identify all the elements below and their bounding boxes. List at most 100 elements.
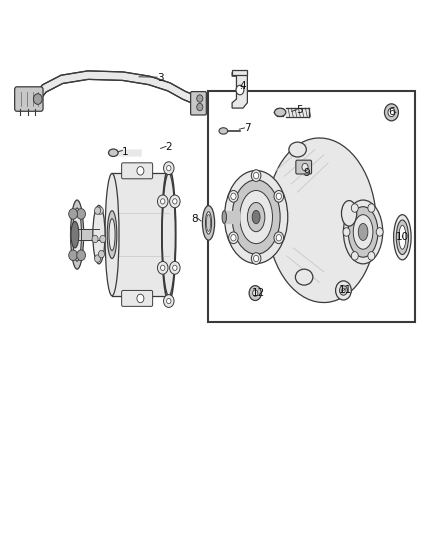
Circle shape [170,262,180,274]
Text: 10: 10 [396,232,409,243]
Circle shape [368,252,375,260]
Text: 11: 11 [339,286,352,295]
Ellipse shape [162,173,175,296]
Ellipse shape [93,205,105,264]
Circle shape [336,281,351,300]
Ellipse shape [267,138,376,303]
Ellipse shape [348,207,378,257]
Circle shape [97,207,103,214]
Circle shape [100,235,106,243]
Circle shape [343,228,350,236]
Ellipse shape [247,203,265,232]
Circle shape [197,95,203,102]
Circle shape [197,103,203,111]
Ellipse shape [353,215,373,249]
Ellipse shape [71,200,84,269]
Text: 5: 5 [297,104,303,115]
Ellipse shape [399,225,406,249]
Circle shape [368,204,375,212]
Ellipse shape [222,211,226,223]
Ellipse shape [105,173,119,296]
Text: 7: 7 [244,123,251,133]
Circle shape [95,207,101,214]
Ellipse shape [295,269,313,285]
Bar [208,91,416,322]
Ellipse shape [71,221,79,248]
Circle shape [351,204,358,212]
Circle shape [236,85,244,95]
Circle shape [302,164,308,171]
Ellipse shape [205,212,212,234]
Text: 12: 12 [252,288,265,298]
Circle shape [254,172,259,179]
Ellipse shape [109,149,118,157]
Circle shape [158,195,168,208]
Circle shape [77,208,85,219]
Circle shape [77,250,85,261]
Circle shape [251,253,261,264]
FancyBboxPatch shape [191,92,206,115]
Circle shape [95,255,101,262]
Ellipse shape [219,128,228,134]
Ellipse shape [275,108,286,117]
Circle shape [166,298,171,304]
Ellipse shape [224,171,288,264]
Circle shape [33,94,42,104]
Text: 3: 3 [157,73,163,83]
FancyBboxPatch shape [122,163,152,179]
Circle shape [351,252,358,260]
Ellipse shape [232,180,280,254]
Circle shape [342,288,345,293]
Circle shape [69,208,78,219]
Circle shape [274,232,283,244]
Circle shape [385,104,399,121]
Circle shape [376,228,383,236]
Circle shape [339,286,347,295]
Ellipse shape [206,214,211,231]
Polygon shape [33,71,201,106]
Circle shape [173,265,177,270]
Circle shape [251,169,261,181]
Circle shape [254,255,259,262]
Circle shape [229,190,238,202]
Circle shape [161,265,165,270]
Bar [232,70,247,75]
Circle shape [166,165,171,171]
Ellipse shape [202,206,215,240]
Circle shape [92,235,98,243]
Ellipse shape [342,200,357,226]
Circle shape [276,193,282,199]
Text: 4: 4 [240,81,246,91]
Ellipse shape [396,220,409,255]
Ellipse shape [394,215,411,260]
Circle shape [276,235,282,241]
Circle shape [163,295,174,308]
FancyBboxPatch shape [122,290,152,306]
Circle shape [173,199,177,204]
Circle shape [69,250,78,261]
Circle shape [170,195,180,208]
Text: 1: 1 [122,147,128,157]
Circle shape [99,251,105,258]
Circle shape [249,286,261,301]
Circle shape [231,193,236,199]
Circle shape [137,166,144,175]
Circle shape [274,190,283,202]
Ellipse shape [358,223,368,240]
Ellipse shape [289,142,306,157]
Ellipse shape [107,211,117,259]
Circle shape [163,162,174,174]
Text: 9: 9 [303,168,310,179]
Circle shape [161,199,165,204]
Circle shape [253,290,258,296]
Ellipse shape [240,190,272,244]
Ellipse shape [252,211,260,224]
Ellipse shape [343,200,383,264]
FancyBboxPatch shape [14,87,43,111]
Circle shape [231,235,236,241]
Circle shape [158,262,168,274]
Text: 2: 2 [166,142,172,152]
Text: 8: 8 [192,214,198,224]
Ellipse shape [109,219,115,251]
FancyBboxPatch shape [296,160,311,174]
